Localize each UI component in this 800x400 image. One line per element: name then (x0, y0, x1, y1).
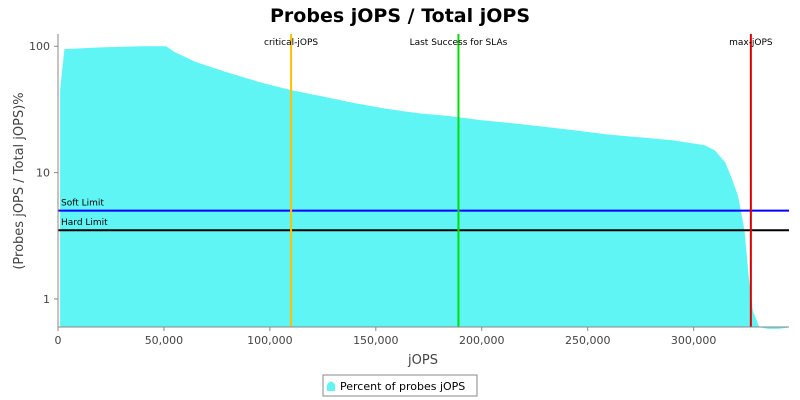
plot-area: Soft Limit Hard Limit critical-jOPS Last Su… (29, 34, 789, 347)
x-tick-label-6: 300,000 (671, 334, 717, 347)
y-tick-label-2: 100 (29, 40, 50, 53)
legend-swatch-icon (327, 381, 335, 391)
y-axis-label: (Probes jOPS / Total jOPS)% (12, 92, 27, 269)
x-tick-label-4: 200,000 (459, 334, 505, 347)
x-tick-label-2: 100,000 (247, 334, 293, 347)
vline-label-2: max-jOPS (729, 38, 773, 48)
x-tick-label-5: 250,000 (565, 334, 611, 347)
legend: Percent of probes jOPS (322, 374, 478, 397)
series-area-0 (60, 46, 787, 329)
vline-label-1: Last Success for SLAs (410, 38, 508, 48)
legend-label: Percent of probes jOPS (340, 380, 465, 393)
x-axis-label: jOPS (407, 353, 438, 368)
hline-label-0: Soft Limit (61, 199, 104, 209)
chart-title: Probes jOPS / Total jOPS (270, 5, 530, 27)
vline-label-0: critical-jOPS (264, 38, 318, 48)
hline-label-1: Hard Limit (61, 218, 108, 228)
x-tick-label-3: 150,000 (353, 334, 399, 347)
y-tick-label-1: 10 (36, 167, 50, 180)
legend-box (322, 374, 478, 397)
y-tick-label-0: 1 (43, 293, 50, 306)
x-tick-label-0: 0 (55, 334, 62, 347)
x-tick-label-1: 50,000 (145, 334, 184, 347)
